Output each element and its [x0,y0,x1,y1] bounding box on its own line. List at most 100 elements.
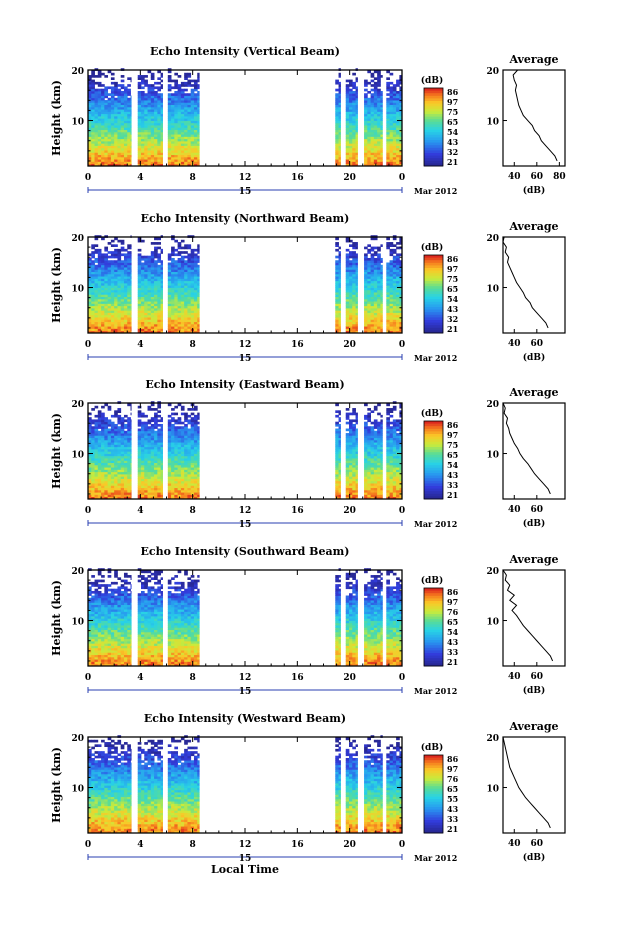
heatmap-cell [140,163,145,167]
heatmap-cell [197,115,200,119]
colorbar-swatch [424,320,443,324]
heatmap-cell [154,267,158,270]
heatmap-cell [190,476,195,479]
heatmap-cell [123,330,128,334]
heatmap-cell [88,489,92,493]
heatmap-cell [117,84,122,87]
heatmap-cell [127,471,131,475]
heatmap-cell [91,489,95,493]
heatmap-cell [127,93,131,96]
heatmap-cell [123,264,128,268]
heatmap-cell [107,430,112,434]
heatmap-cell [184,93,188,96]
heatmap-cell [373,323,378,327]
heatmap-cell [147,102,152,106]
heatmap-cell [167,305,172,309]
heatmap-cell [197,278,200,282]
heatmap-cell [114,255,118,259]
heatmap-cell [127,115,131,119]
colorbar-swatch [424,296,443,300]
heatmap-cell [101,426,105,429]
heatmap-cell [171,262,175,266]
heatmap-cell [101,312,105,316]
heatmap-cell [364,255,368,259]
heatmap-cell [335,163,339,167]
heatmap-cell [144,118,148,121]
heatmap-cell [167,95,172,99]
heatmap-cell [147,163,152,167]
heatmap-cell [114,433,118,436]
heatmap-cell [137,321,142,325]
colorbar-frame [423,87,444,167]
heatmap-cell [120,419,125,423]
heatmap-cell [396,136,400,140]
heatmap-cell [114,273,118,277]
heatmap-cell [193,323,198,327]
heatmap-cell [140,310,145,313]
average-frame [502,236,566,334]
heatmap-cell [389,120,394,124]
heatmap-cell [147,260,152,263]
heatmap-cell [187,136,192,140]
heatmap-cell [370,104,375,108]
heatmap-cell [101,150,105,153]
heatmap-cell [345,100,350,103]
heatmap-cell [396,280,400,284]
heatmap-cell [110,314,115,318]
heatmap-cell [123,451,128,454]
heatmap-cell [190,419,195,423]
heatmap-cell [144,294,148,298]
heatmap-cell [174,480,179,484]
heatmap-cell [174,483,179,486]
heatmap-cell [349,282,353,286]
heatmap-cell [140,143,145,146]
heatmap-cell [174,298,179,302]
heatmap-cell [380,138,383,142]
heatmap-cell [107,285,112,288]
heatmap-cell [184,426,188,429]
heatmap-cell [197,296,200,300]
heatmap-cell [396,102,400,106]
heatmap-cell [110,312,115,316]
heatmap-cell [123,111,128,115]
heatmap-cell [399,310,403,313]
heatmap-cell [174,72,179,76]
heatmap-cell [380,285,383,288]
heatmap-cell [150,102,155,106]
heatmap-cell [373,90,378,94]
heatmap-cell [167,255,172,259]
heatmap-cell [174,161,179,165]
heatmap-cell [187,285,192,288]
heatmap-cell [184,467,188,470]
heatmap-cell [364,319,368,323]
heatmap-cell [352,328,356,332]
heatmap-cell [184,442,188,445]
heatmap-cell [177,483,182,486]
heatmap-cell [352,257,356,261]
heatmap-cell [171,95,175,99]
heatmap-cell [114,104,118,108]
heatmap-cell [171,127,175,131]
heatmap-cell [107,102,112,106]
heatmap-cell [107,86,112,90]
heatmap-cell [345,307,350,311]
heatmap-cell [389,321,394,325]
heatmap-cell [120,147,125,151]
heatmap-cell [174,473,179,477]
heatmap-cell [140,437,145,441]
heatmap-cell [392,292,397,295]
heatmap-cell [190,301,195,304]
heatmap-cell [127,317,131,320]
heatmap-cell [370,330,375,334]
heatmap-cell [373,289,378,293]
heatmap-cell [197,156,200,160]
colorbar-swatch [424,309,443,313]
heatmap-cell [154,435,158,439]
heatmap-cell [180,120,185,124]
heatmap-cell [120,462,125,466]
heatmap-cell [147,421,152,425]
heatmap-cell [114,244,118,247]
heatmap-cell [386,118,390,121]
heatmap-cell [396,264,400,268]
heatmap-cell [157,253,162,257]
